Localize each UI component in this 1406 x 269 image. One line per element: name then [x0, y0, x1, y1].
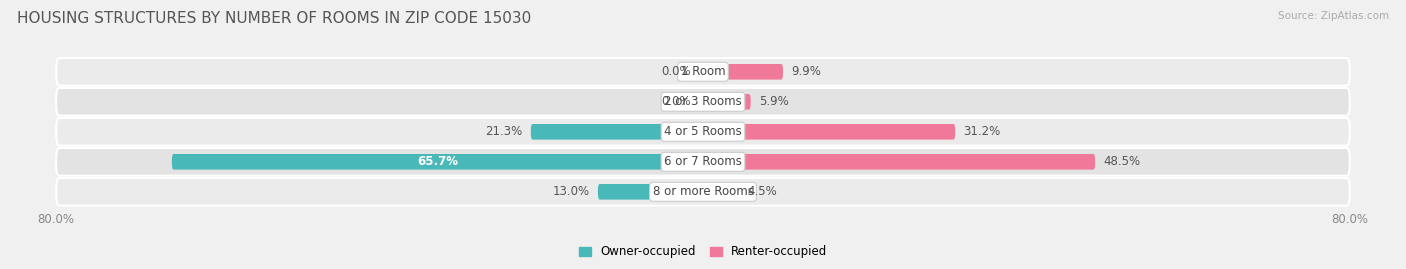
Text: 0.0%: 0.0%	[661, 65, 690, 78]
FancyBboxPatch shape	[56, 148, 1350, 176]
FancyBboxPatch shape	[598, 184, 703, 200]
FancyBboxPatch shape	[172, 154, 703, 170]
Text: Source: ZipAtlas.com: Source: ZipAtlas.com	[1278, 11, 1389, 21]
Text: 21.3%: 21.3%	[485, 125, 523, 138]
Text: 6 or 7 Rooms: 6 or 7 Rooms	[664, 155, 742, 168]
Text: 9.9%: 9.9%	[792, 65, 821, 78]
Text: 2 or 3 Rooms: 2 or 3 Rooms	[664, 95, 742, 108]
FancyBboxPatch shape	[703, 64, 783, 80]
FancyBboxPatch shape	[703, 154, 1095, 170]
FancyBboxPatch shape	[56, 88, 1350, 116]
Legend: Owner-occupied, Renter-occupied: Owner-occupied, Renter-occupied	[574, 241, 832, 263]
Text: 5.9%: 5.9%	[759, 95, 789, 108]
FancyBboxPatch shape	[56, 58, 1350, 86]
FancyBboxPatch shape	[703, 184, 740, 200]
FancyBboxPatch shape	[56, 178, 1350, 206]
Text: 1 Room: 1 Room	[681, 65, 725, 78]
Text: HOUSING STRUCTURES BY NUMBER OF ROOMS IN ZIP CODE 15030: HOUSING STRUCTURES BY NUMBER OF ROOMS IN…	[17, 11, 531, 26]
Text: 13.0%: 13.0%	[553, 185, 591, 198]
Text: 48.5%: 48.5%	[1104, 155, 1140, 168]
FancyBboxPatch shape	[703, 124, 955, 140]
FancyBboxPatch shape	[703, 94, 751, 109]
Text: 4 or 5 Rooms: 4 or 5 Rooms	[664, 125, 742, 138]
FancyBboxPatch shape	[56, 118, 1350, 146]
FancyBboxPatch shape	[531, 124, 703, 140]
Text: 65.7%: 65.7%	[418, 155, 458, 168]
Text: 4.5%: 4.5%	[748, 185, 778, 198]
Text: 0.0%: 0.0%	[661, 95, 690, 108]
Text: 31.2%: 31.2%	[963, 125, 1001, 138]
Text: 8 or more Rooms: 8 or more Rooms	[652, 185, 754, 198]
